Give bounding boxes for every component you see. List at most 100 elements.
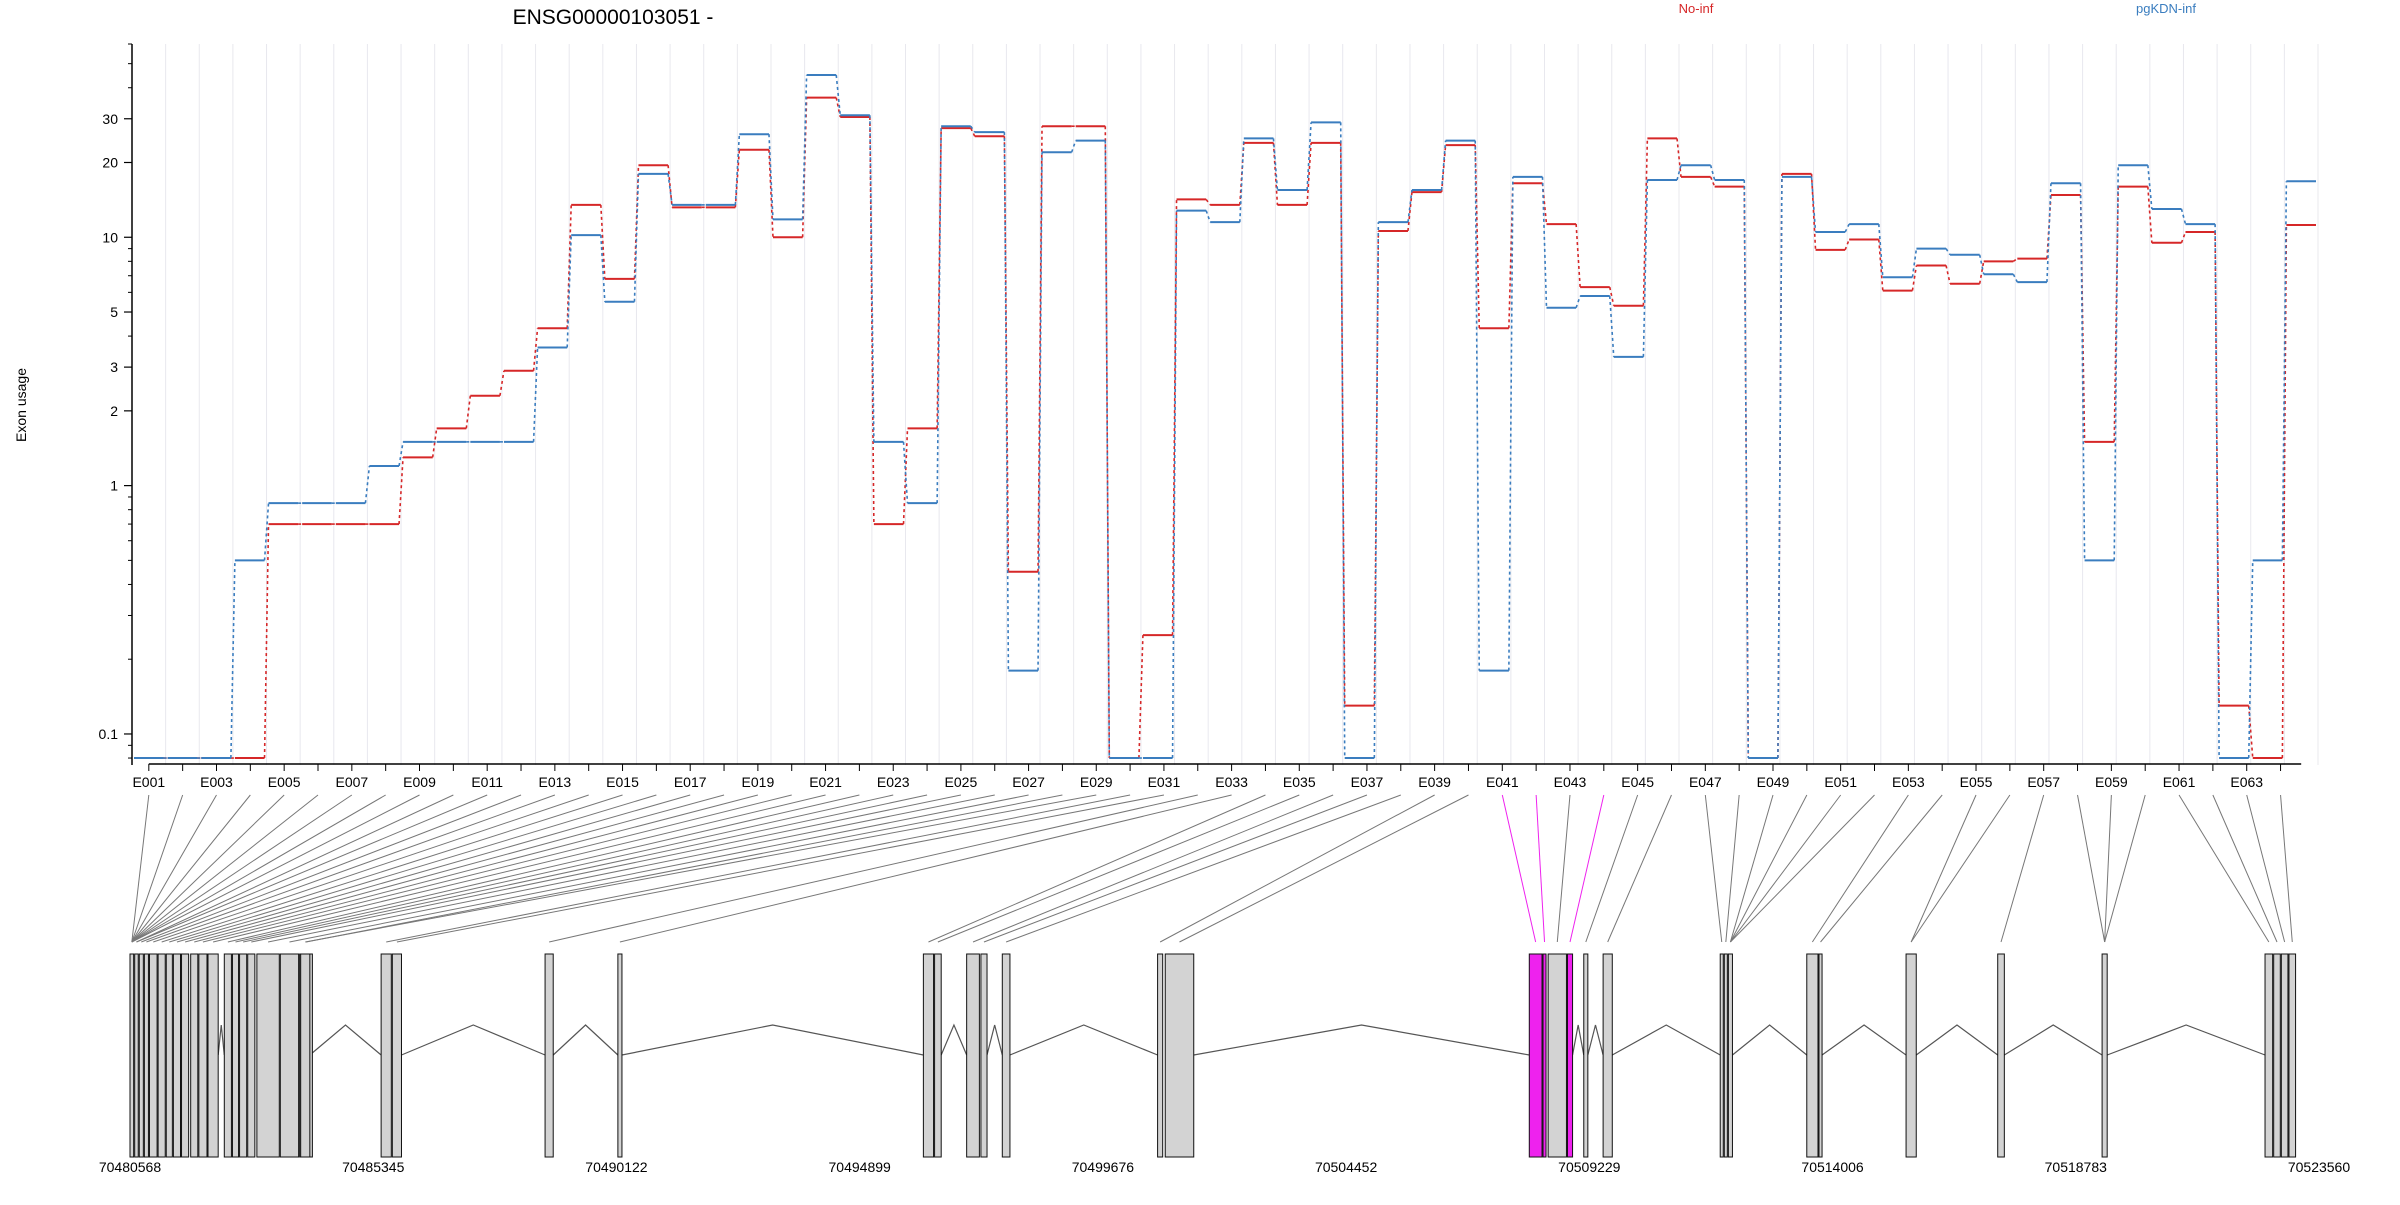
gene-exon-box xyxy=(544,953,554,1158)
gene-exon-box xyxy=(934,953,942,1158)
exon-mapping-line xyxy=(1729,794,1808,943)
x-tick-label: E009 xyxy=(403,774,436,790)
series-connector xyxy=(1810,173,1817,250)
series-connector xyxy=(566,204,572,329)
exon-mapping-line xyxy=(131,794,150,943)
series-connector xyxy=(902,441,909,504)
series-connector xyxy=(1642,138,1649,306)
genomic-coordinate-label: 70518783 xyxy=(2045,1159,2108,1175)
series-connector xyxy=(1171,199,1178,636)
exon-mapping-line xyxy=(1556,794,1571,943)
series-connector xyxy=(1911,265,1918,291)
intron-line xyxy=(940,1023,968,1056)
series-connector xyxy=(835,74,842,116)
gene-exon-box xyxy=(134,953,139,1158)
series-connector xyxy=(1844,223,1850,233)
x-tick-label: E037 xyxy=(1351,774,1384,790)
exon-mapping-line xyxy=(2104,794,2112,943)
genomic-coordinate-label: 70523560 xyxy=(2288,1159,2351,1175)
exon-mapping-line xyxy=(386,794,1131,943)
exon-mapping-line xyxy=(131,794,420,943)
exon-mapping-line xyxy=(1704,794,1723,943)
gene-exon-box xyxy=(2101,953,2108,1158)
series-connector xyxy=(263,524,270,759)
intron-line xyxy=(1611,1024,1721,1056)
intron-line xyxy=(1571,1024,1585,1056)
x-tick-label: E045 xyxy=(1621,774,1654,790)
series-connector xyxy=(1978,261,1985,284)
series-connector xyxy=(1339,142,1346,706)
intron-line xyxy=(1732,1024,1808,1056)
exon-mapping-line xyxy=(267,794,995,943)
x-tick-label: E039 xyxy=(1418,774,1451,790)
x-tick-label: E063 xyxy=(2230,774,2263,790)
series-connector xyxy=(1541,176,1548,308)
genomic-coordinate-label: 70480568 xyxy=(99,1159,162,1175)
series-connector xyxy=(364,465,371,504)
axis-layer: 0.1 1 2 3 5 10 20 30 E001 E003 E005 E007 E009 E011 E01… xyxy=(99,43,2302,790)
exon-mapping-line xyxy=(194,794,759,943)
series-connector xyxy=(532,328,539,371)
genomic-coordinate-label: 70494899 xyxy=(829,1159,892,1175)
series-connector xyxy=(970,127,976,137)
exon-mapping-line xyxy=(1910,794,1977,943)
genomic-coordinate-label: 70490122 xyxy=(585,1159,648,1175)
y-tick-label: 30 xyxy=(102,111,118,127)
y-axis-label: Exon usage xyxy=(13,368,29,442)
genomic-coordinate-label: 70504452 xyxy=(1315,1159,1378,1175)
series-connector xyxy=(2180,208,2187,225)
gene-exon-box xyxy=(190,953,199,1158)
series-connector xyxy=(1508,176,1514,671)
grid-layer xyxy=(131,44,2319,765)
series-connector xyxy=(1911,248,1918,278)
gene-exon-box xyxy=(1164,953,1195,1158)
series-connector xyxy=(1037,152,1043,671)
gene-exon-box xyxy=(165,953,173,1158)
exon-mapping-line xyxy=(131,794,184,943)
exon-mapping-line xyxy=(131,794,251,943)
gene-exon-box xyxy=(1602,953,1613,1158)
exon-mapping-line xyxy=(1730,794,1842,943)
intron-line xyxy=(1009,1024,1158,1056)
exon-mapping-line xyxy=(1179,794,1469,943)
gene-exon-box xyxy=(2280,953,2289,1158)
exon-mapping-line xyxy=(243,794,928,943)
series-connector xyxy=(600,235,606,302)
x-tick-label: E013 xyxy=(539,774,572,790)
exon-mapping-line xyxy=(1811,794,1909,943)
gene-exon-box xyxy=(247,953,256,1158)
series-connector xyxy=(499,370,505,396)
intron-line xyxy=(217,1024,225,1056)
exon-mapping-line xyxy=(2077,794,2106,943)
x-tick-label: E029 xyxy=(1080,774,1113,790)
exon-mapping-line xyxy=(2246,794,2286,943)
series-connector xyxy=(1474,145,1481,329)
exon-mapping-line xyxy=(202,794,792,943)
exon-mapping-line xyxy=(1725,794,1740,943)
y-tick-label: 3 xyxy=(110,359,118,375)
series-connector xyxy=(768,134,774,220)
series-connector xyxy=(1205,198,1211,206)
exon-mapping-line xyxy=(1535,794,1546,943)
gene-exon-box xyxy=(1542,953,1547,1158)
x-tick-label: E015 xyxy=(606,774,639,790)
intron-line xyxy=(2004,1024,2103,1056)
gene-exon-box xyxy=(1727,953,1733,1158)
exon-mapping-line xyxy=(1607,794,1672,943)
series-connector xyxy=(1608,295,1615,357)
x-tick-label: E011 xyxy=(471,774,503,790)
exon-mapping-line xyxy=(305,794,1063,943)
series-connector xyxy=(1306,142,1312,205)
series-connector xyxy=(1844,239,1850,251)
series-connector xyxy=(2012,257,2018,262)
x-tick-label: E055 xyxy=(1960,774,1993,790)
series-connector xyxy=(667,173,673,205)
series-connector xyxy=(2247,560,2254,759)
intron-line xyxy=(401,1024,546,1056)
x-tick-label: E057 xyxy=(2027,774,2060,790)
series-connector xyxy=(1373,230,1380,706)
exon-mapping-line xyxy=(1005,794,1401,943)
gene-exon-box xyxy=(980,953,988,1158)
intron-line xyxy=(1915,1024,1999,1056)
